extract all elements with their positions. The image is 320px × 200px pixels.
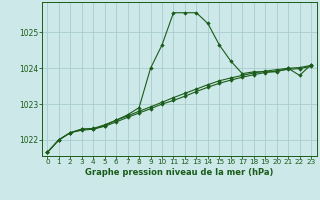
X-axis label: Graphe pression niveau de la mer (hPa): Graphe pression niveau de la mer (hPa) [85,168,273,177]
